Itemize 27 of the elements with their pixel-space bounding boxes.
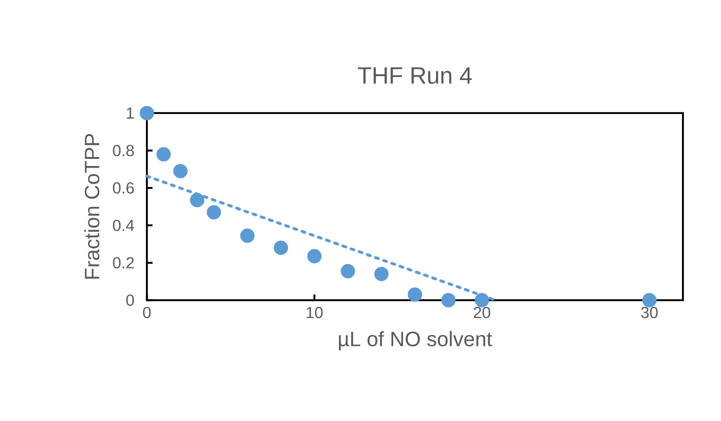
x-tick-label: 0 [143,306,151,318]
point [474,292,490,308]
point [340,264,356,278]
point [190,192,204,208]
point [642,292,657,308]
y-tick-label: 0.8 [112,144,134,156]
x-tick-label: 20 [474,306,490,318]
x-axis-title: µL of NO solvent [338,330,492,350]
point [374,266,389,281]
x-tick-label: 10 [306,306,323,318]
point [206,204,222,220]
point [441,292,456,308]
point [408,287,422,302]
chart-title: THF Run 4 [358,67,472,84]
point [240,228,255,243]
point [274,240,288,255]
y-tick-label: 0.6 [112,182,134,194]
point [307,248,322,264]
y-tick-label: 1 [126,107,134,118]
y-tick-label: 0 [126,294,134,306]
point [156,146,171,162]
point [140,106,154,120]
x-tick-label: 30 [641,306,658,318]
y-tick-label: 0.2 [112,256,134,268]
y-axis-title: Fraction CoTPP [84,134,100,278]
point [173,164,188,178]
y-tick-label: 0.4 [112,220,134,231]
